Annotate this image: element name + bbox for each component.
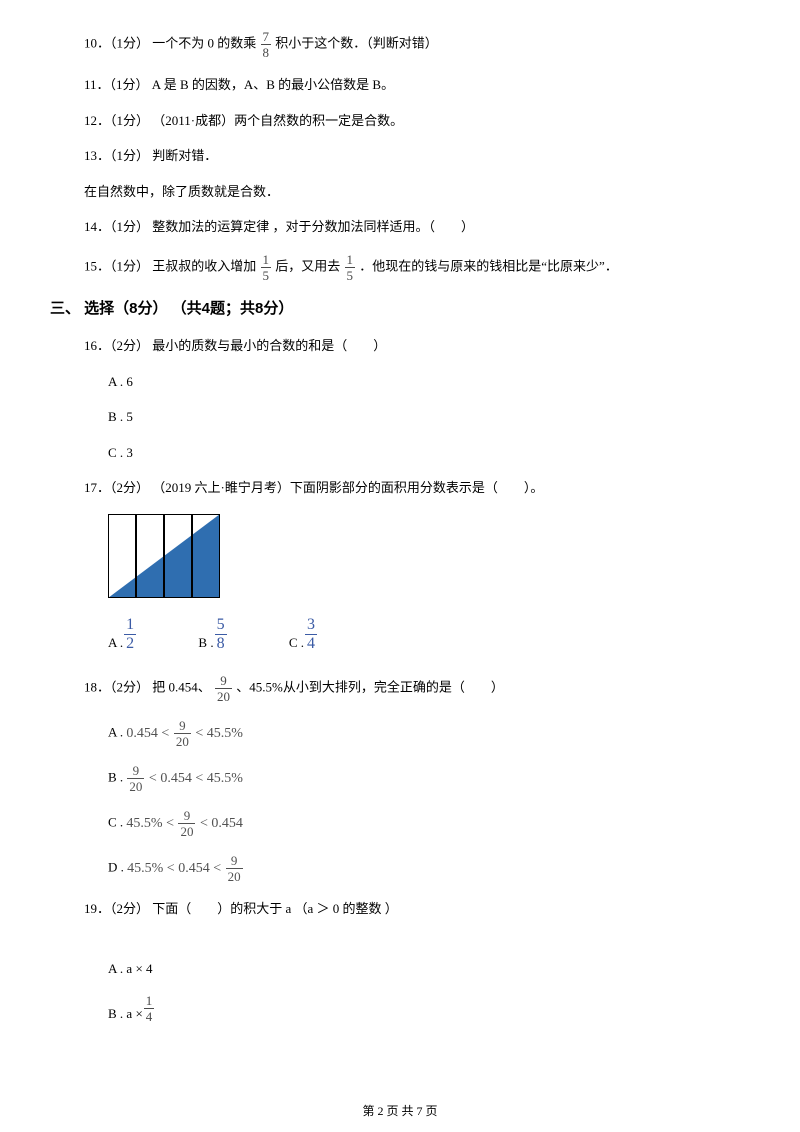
q18-option-d: D . 45.5% < 0.454 < 920 bbox=[50, 854, 750, 883]
question-18: 18．（2分） 把 0.454、 920 、45.5%从小到大排列，完全正确的是… bbox=[50, 674, 750, 703]
triangle-grid-icon bbox=[108, 514, 220, 598]
q17-c-frac: 34 bbox=[305, 617, 317, 652]
question-17: 17．（2分） （2019 六上·睢宁月考）下面阴影部分的面积用分数表示是（ ）… bbox=[50, 478, 750, 498]
question-12: 12．（1分） （2011·成都）两个自然数的积一定是合数。 bbox=[50, 111, 750, 131]
q17-a-label: A . bbox=[108, 633, 123, 653]
q18-prefix: 18．（2分） 把 0.454、 bbox=[84, 679, 214, 694]
q17-option-b: B . 58 bbox=[140, 617, 227, 652]
section-3-heading: 三、 选择（8分） （共4题；共8分） bbox=[50, 298, 750, 321]
q17-diagram bbox=[108, 514, 750, 604]
question-16: 16．（2分） 最小的质数与最小的合数的和是（ ） bbox=[50, 336, 750, 356]
q16-option-c: C . 3 bbox=[50, 443, 750, 463]
q19-option-a: A . a × 4 bbox=[50, 959, 750, 979]
question-13: 13．（1分） 判断对错． bbox=[50, 146, 750, 166]
question-10: 10．（1分） 一个不为 0 的数乘 78 积小于这个数．（判断对错） bbox=[50, 30, 750, 59]
q16-option-a: A . 6 bbox=[50, 372, 750, 392]
q10-frac: 78 bbox=[261, 30, 272, 59]
q18-option-b: B . 920 < 0.454 < 45.5% bbox=[50, 764, 750, 793]
page-footer: 第 2 页 共 7 页 bbox=[0, 1102, 800, 1120]
q17-option-c: C . 34 bbox=[231, 617, 318, 652]
question-14: 14．（1分） 整数加法的运算定律 ，对于分数加法同样适用。（ ） bbox=[50, 217, 750, 237]
q18-option-a: A . 0.454 < 920 < 45.5% bbox=[50, 719, 750, 748]
q16-option-b: B . 5 bbox=[50, 407, 750, 427]
question-19: 19．（2分） 下面（ ）的积大于 a （a ＞ 0 的整数 ） bbox=[50, 899, 750, 919]
q10-prefix: 10．（1分） 一个不为 0 的数乘 bbox=[84, 35, 256, 50]
q15-after: ．他现在的钱与原来的钱相比是“比原来少”． bbox=[359, 258, 618, 273]
q17-a-frac: 12 bbox=[124, 617, 136, 652]
q17-c-label: C . bbox=[289, 633, 304, 653]
q15-frac2: 15 bbox=[345, 253, 356, 282]
q17-b-frac: 58 bbox=[215, 617, 227, 652]
question-11: 11．（1分） A 是 B 的因数，A、B 的最小公倍数是 B。 bbox=[50, 75, 750, 95]
q18-frac: 920 bbox=[215, 674, 232, 703]
q15-mid: 后，又用去 bbox=[275, 258, 343, 273]
q19-option-b: B . a × 14 bbox=[50, 994, 155, 1023]
question-13-sub: 在自然数中，除了质数就是合数． bbox=[50, 182, 750, 202]
q15-frac1: 15 bbox=[261, 253, 272, 282]
q15-prefix: 15．（1分） 王叔叔的收入增加 bbox=[84, 258, 260, 273]
q17-option-a: A . 12 bbox=[50, 617, 137, 652]
q18-option-c: C . 45.5% < 920 < 0.454 bbox=[50, 809, 750, 838]
question-15: 15．（1分） 王叔叔的收入增加 15 后，又用去 15 ．他现在的钱与原来的钱… bbox=[50, 253, 750, 282]
q17-b-label: B . bbox=[198, 633, 213, 653]
q19-b-label: B . a × bbox=[108, 1004, 143, 1024]
q18-after: 、45.5%从小到大排列，完全正确的是（ ） bbox=[236, 679, 504, 694]
q10-after: 积小于这个数．（判断对错） bbox=[275, 35, 438, 50]
q19-b-frac: 14 bbox=[144, 994, 155, 1023]
